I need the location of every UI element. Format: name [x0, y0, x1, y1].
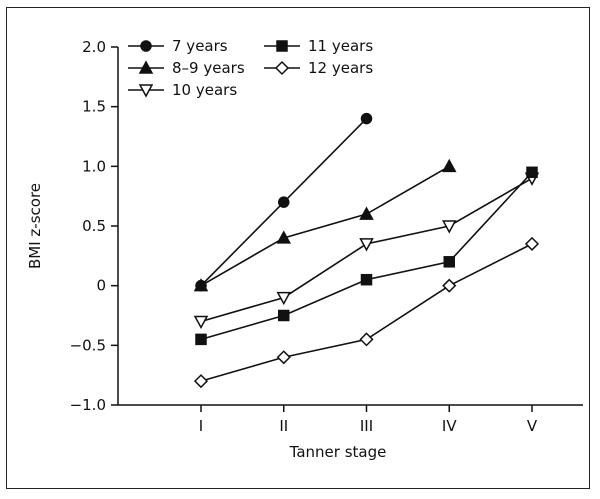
series-2-point: [359, 206, 374, 220]
figure-frame: [6, 7, 590, 489]
axes: [111, 46, 583, 412]
y-tick-label: 1.5: [82, 98, 106, 116]
y-tick-label: 2.0: [82, 38, 106, 56]
series-5-point: [442, 278, 457, 293]
series-2-point: [193, 278, 209, 292]
series-2-point: [441, 158, 457, 173]
legend-marker: [140, 40, 152, 52]
series-4-point: [443, 256, 455, 268]
series-3-point: [193, 315, 209, 330]
y-tick-label: 0: [96, 277, 106, 295]
legend-label: 10 years: [172, 81, 237, 99]
series-line-4: [200, 171, 533, 341]
series-5-point: [359, 332, 374, 347]
y-tick-label: −0.5: [70, 336, 106, 354]
legend-label: 11 years: [308, 37, 373, 55]
x-axis-title: Tanner stage: [289, 443, 387, 461]
series-4-point: [360, 273, 373, 286]
legend-label: 7 years: [172, 37, 228, 55]
y-tick-labels: −1.0 −0.5 0 0.5 1.0 1.5 2.0: [70, 38, 106, 414]
series-4-point: [526, 166, 538, 179]
series-markers: [193, 112, 540, 389]
series-2-point: [276, 230, 292, 244]
series-4-point: [195, 333, 207, 346]
legend-marker: [274, 60, 290, 76]
legend: 7 years 8–9 years 10 years 11 years 12 years: [128, 37, 373, 99]
series-line-5: [200, 243, 533, 382]
y-axis-title: BMI z-score: [26, 183, 44, 269]
series-1-point: [360, 112, 373, 125]
x-tick-label: I: [199, 417, 203, 435]
series-3-point: [441, 220, 457, 234]
y-tick-label: 0.5: [82, 217, 106, 235]
legend-label: 12 years: [308, 59, 373, 77]
x-tick-label: II: [279, 417, 288, 435]
series-3-point: [359, 238, 374, 252]
x-tick-label: IV: [442, 417, 457, 435]
series-1-point: [278, 196, 290, 208]
x-tick-label: V: [527, 417, 538, 435]
series-line-2: [200, 165, 450, 287]
y-tick-label: −1.0: [70, 396, 106, 414]
legend-marker: [138, 84, 154, 98]
series-4-point: [278, 309, 290, 322]
legend-marker: [276, 40, 288, 52]
x-tick-labels: I II III IV V: [199, 417, 538, 435]
x-tick-label: III: [360, 417, 373, 435]
legend-marker: [138, 60, 154, 74]
y-tick-label: 1.0: [82, 157, 106, 175]
series-5-point: [193, 374, 209, 389]
series-5-point: [276, 350, 291, 365]
series-3-point: [276, 291, 292, 306]
legend-label: 8–9 years: [172, 59, 245, 77]
series-5-point: [524, 236, 540, 251]
